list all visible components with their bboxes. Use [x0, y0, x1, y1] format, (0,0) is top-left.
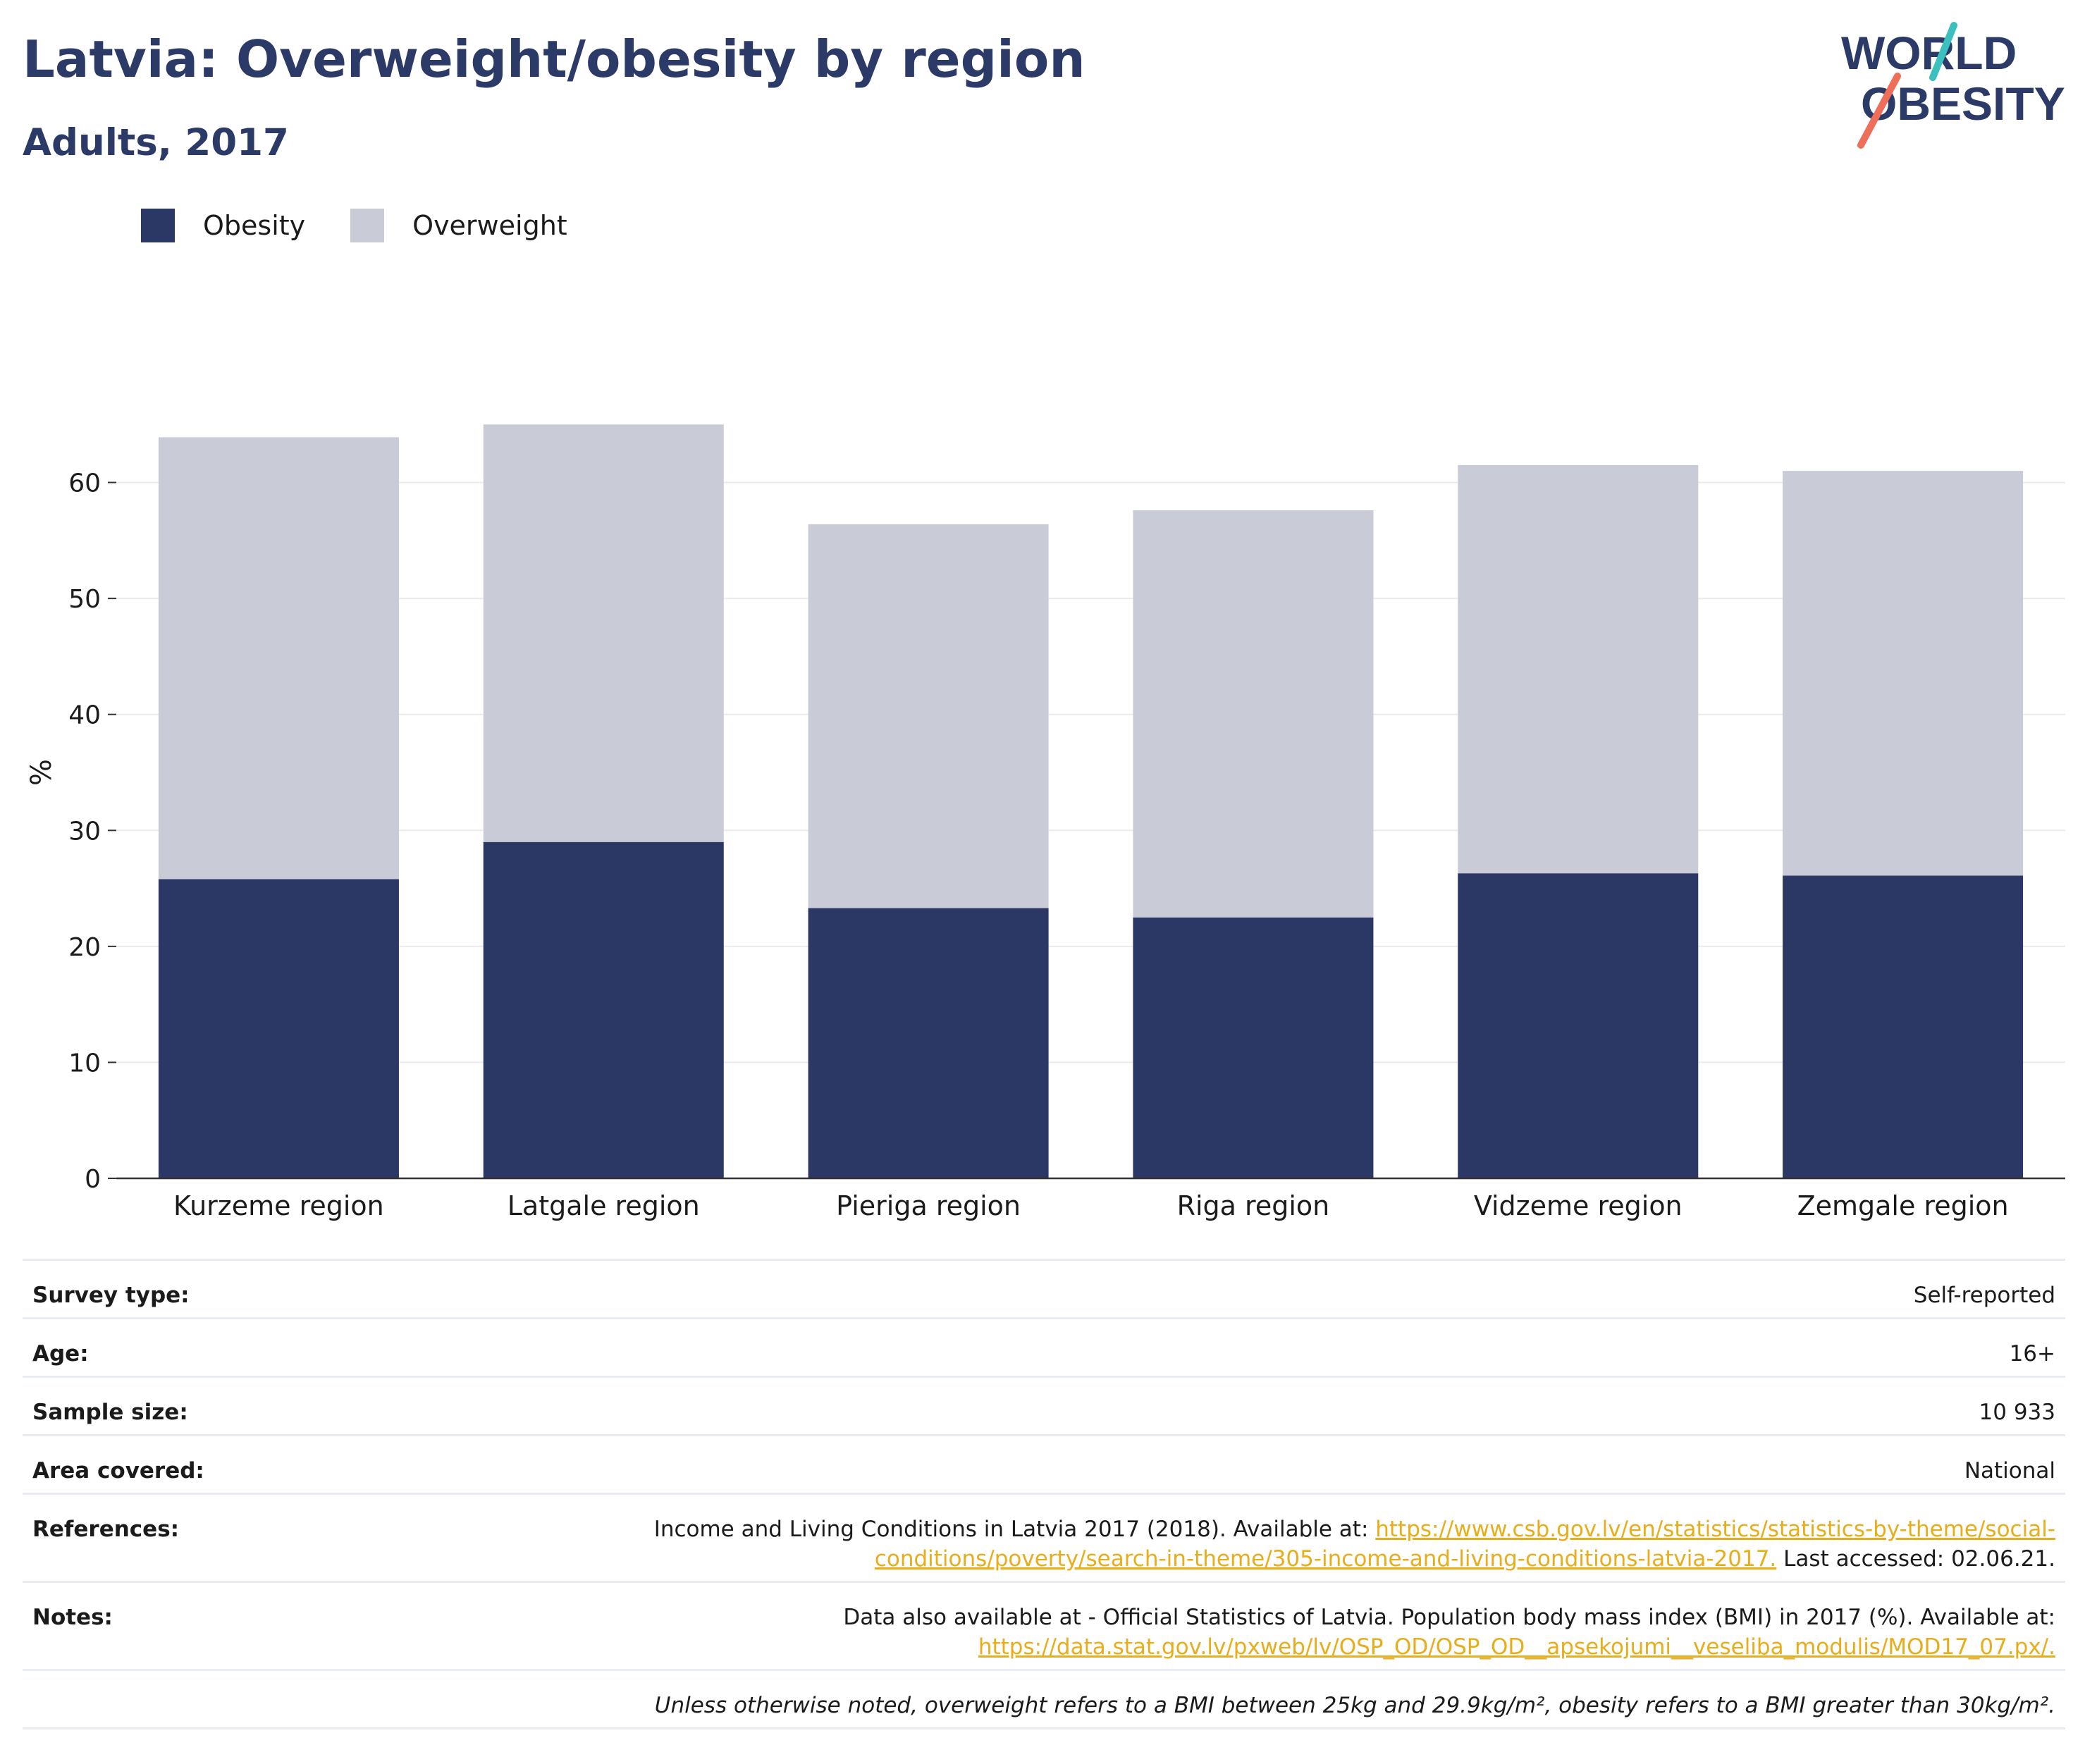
x-tick-label-1: Latgale region — [508, 1190, 700, 1221]
world-obesity-logo: WORLD OBESITY — [1841, 22, 2065, 149]
meta-value: Income and Living Conditions in Latvia 2… — [654, 1515, 2055, 1574]
logo-teal-slash-icon — [1929, 22, 1957, 81]
legend: Obesity Overweight — [141, 209, 613, 242]
y-tick-label-50: 50 — [68, 585, 101, 614]
meta-label: Sample size: — [32, 1400, 188, 1425]
bar-overweight-4 — [1458, 464, 1699, 874]
metadata-table: Survey type: Self-reported Age: 16+ Samp… — [23, 1259, 2065, 1729]
meta-row-notes: Notes: Data also available at - Official… — [23, 1581, 2065, 1669]
meta-label: Area covered: — [32, 1458, 204, 1484]
y-tick-label-30: 30 — [68, 817, 101, 846]
meta-row-area: Area covered: National — [23, 1434, 2065, 1493]
references-link-part-2: conditions/poverty/search-in-theme/305-i… — [874, 1546, 1777, 1572]
legend-item-obesity[interactable]: Obesity — [141, 209, 305, 242]
bar-overweight-5 — [1783, 471, 2024, 876]
meta-row-references: References: Income and Living Conditions… — [23, 1493, 2065, 1581]
legend-swatch-overweight — [350, 209, 385, 242]
y-tick-label-10: 10 — [68, 1049, 101, 1078]
bar-obesity-0 — [158, 879, 399, 1178]
bar-obesity-1 — [483, 841, 724, 1178]
meta-value: 16+ — [2009, 1341, 2055, 1367]
bar-obesity-3 — [1133, 917, 1374, 1178]
meta-value: Self-reported — [1913, 1283, 2055, 1308]
chart-subtitle: Adults, 2017 — [23, 121, 289, 164]
meta-row-sample-size: Sample size: 10 933 — [23, 1376, 2065, 1434]
notes-link[interactable]: https://data.stat.gov.lv/pxweb/lv/OSP_OD… — [978, 1634, 2055, 1660]
logo-coral-slash-icon — [1857, 73, 1901, 149]
meta-value: 10 933 — [1979, 1400, 2055, 1425]
bar-overweight-1 — [483, 424, 724, 842]
meta-row-age: Age: 16+ — [23, 1317, 2065, 1376]
meta-label: References: — [32, 1517, 180, 1542]
bar-overweight-0 — [158, 437, 399, 880]
y-tick-label-20: 20 — [68, 933, 101, 962]
meta-label: Notes: — [32, 1605, 113, 1630]
meta-row-survey-type: Survey type: Self-reported — [23, 1259, 2065, 1317]
meta-label: Age: — [32, 1341, 89, 1367]
footnote: Unless otherwise noted, overweight refer… — [654, 1693, 2055, 1718]
references-link[interactable]: https://www.csb.gov.lv/en/statistics/sta… — [875, 1517, 2055, 1572]
y-axis-label: % — [25, 759, 58, 786]
bar-overweight-3 — [1133, 510, 1374, 918]
meta-bottom-rule — [23, 1727, 2065, 1729]
x-tick-label-0: Kurzeme region — [173, 1190, 384, 1221]
bar-obesity-4 — [1458, 873, 1699, 1178]
legend-label-obesity: Obesity — [203, 210, 306, 241]
legend-swatch-obesity — [141, 209, 175, 242]
legend-item-overweight[interactable]: Overweight — [350, 209, 567, 242]
references-tail: Last accessed: 02.06.21. — [1776, 1546, 2055, 1572]
stacked-bar-chart: 0 10 20 30 40 50 60% Kurzeme region Latgale regi… — [25, 424, 2065, 1221]
y-tick-label-60: 60 — [68, 469, 101, 498]
bar-overweight-2 — [808, 524, 1049, 908]
notes-text: Data also available at - Official Statis… — [843, 1605, 2055, 1630]
y-tick-label-0: 0 — [85, 1165, 101, 1194]
bar-obesity-5 — [1783, 875, 2024, 1178]
meta-value: Data also available at - Official Statis… — [843, 1603, 2055, 1662]
x-tick-label-2: Pieriga region — [836, 1190, 1021, 1221]
logo-line-1: WORLD — [1841, 27, 2017, 79]
x-tick-label-3: Riga region — [1177, 1190, 1330, 1221]
y-tick-label-40: 40 — [68, 701, 101, 730]
x-tick-label-5: Zemgale region — [1797, 1190, 2009, 1221]
bar-obesity-2 — [808, 908, 1049, 1178]
meta-row-footnote: Unless otherwise noted, overweight refer… — [23, 1669, 2065, 1727]
references-text: Income and Living Conditions in Latvia 2… — [653, 1517, 1376, 1542]
legend-label-overweight: Overweight — [412, 210, 567, 241]
x-tick-label-4: Vidzeme region — [1474, 1190, 1683, 1221]
chart-title: Latvia: Overweight/obesity by region — [23, 30, 1085, 89]
meta-label: Survey type: — [32, 1283, 190, 1308]
meta-value: National — [1964, 1458, 2055, 1484]
references-link-part-1: https://www.csb.gov.lv/en/statistics/sta… — [1375, 1517, 2055, 1542]
